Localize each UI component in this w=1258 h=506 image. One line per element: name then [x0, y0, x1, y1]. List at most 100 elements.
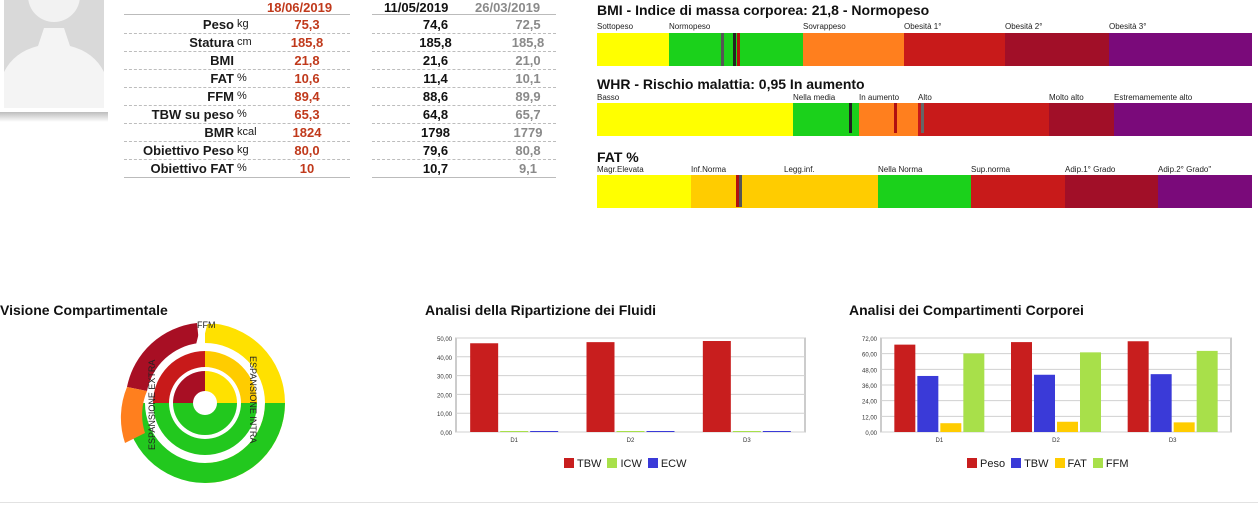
legend-swatch-fat	[1054, 458, 1065, 468]
y-tick-label: 0,00	[865, 431, 877, 437]
fluids-bar-chart: 50,00 40,00 30,00 20,00 10,00 0,00 D1 D2 D3	[437, 337, 806, 444]
measurement-label: Statura	[189, 35, 234, 50]
extra-label: ESPANSIONE EXTRA	[147, 360, 157, 450]
bmi-segment-obesita3	[1109, 33, 1252, 66]
legend-swatch-ffm	[1092, 458, 1103, 468]
fat-cat-sup-norma: Sup.norma	[971, 165, 1011, 174]
fat-segment-legg-inf	[784, 175, 878, 208]
value-oldest: 9,1	[518, 161, 538, 176]
value-oldest: 10,1	[515, 71, 541, 86]
fat-segment-adip1	[1065, 175, 1158, 208]
whr-marker-current	[921, 103, 924, 133]
row-divider	[372, 123, 556, 124]
whr-cat-alto: Alto	[918, 93, 932, 102]
measurement-label: Obiettivo FAT	[150, 161, 234, 176]
whr-segment-estremamente-alto	[1114, 103, 1252, 136]
whr-cat-aumento: In aumento	[859, 93, 900, 102]
value-current: 10,6	[294, 71, 320, 86]
value-previous: 74,6	[422, 17, 449, 32]
fat-scale-bar	[597, 175, 1252, 208]
compartments-visual-title: Visione Compartimentale	[0, 302, 168, 318]
x-tick-label: D3	[1169, 438, 1177, 444]
value-current: 75,3	[294, 17, 320, 32]
whr-cat-estremamente-alto: Estremamemente alto	[1114, 93, 1193, 102]
header-underline-2	[372, 14, 556, 15]
legend-item-fat: FAT	[1054, 458, 1087, 470]
intra-label: ESPANSIONE INTRA	[248, 356, 258, 443]
row-divider	[372, 51, 556, 52]
value-current: 21,8	[294, 53, 320, 68]
y-tick-label: 50,00	[437, 337, 453, 343]
whr-cat-molto-alto: Molto alto	[1049, 93, 1084, 102]
value-oldest: 89,9	[515, 89, 541, 104]
whr-cat-media: Nella media	[793, 93, 836, 102]
measurement-label: FFM	[207, 89, 234, 104]
fat-title: FAT %	[597, 149, 639, 165]
measurement-label: BMR	[204, 125, 234, 140]
bmi-scale-bar	[597, 33, 1252, 66]
y-tick-label: 24,00	[862, 400, 878, 406]
bar-ffm	[1080, 352, 1101, 432]
bar-peso	[894, 344, 916, 432]
value-current: 65,3	[294, 107, 320, 122]
bar-icw	[500, 431, 529, 432]
compartments-ring-chart: FFM ESPANSIONE EXTRA ESPANSIONE INTRA	[120, 318, 285, 483]
measurement-unit: kg	[237, 144, 249, 156]
bar-icw	[616, 431, 645, 432]
whr-segment-basso	[597, 103, 793, 136]
date-header-oldest: 26/03/2019	[475, 0, 541, 15]
bmi-cat-sottopeso: Sottopeso	[597, 22, 634, 31]
bar-tbw	[917, 375, 939, 432]
bar-ffm	[1196, 350, 1218, 432]
bmi-title: BMI - Indice di massa corporea: 21,8 - N…	[597, 2, 930, 18]
value-current: 10	[299, 161, 315, 176]
value-oldest: 65,7	[515, 107, 541, 122]
measurement-unit: %	[237, 162, 247, 174]
value-previous: 88,6	[422, 89, 449, 104]
fluids-chart-title: Analisi della Ripartizione dei Fluidi	[425, 302, 657, 318]
measurement-row: BMI 21,8 21,6 21,0	[124, 52, 556, 70]
y-tick-label: 40,00	[437, 356, 453, 362]
whr-segment-aumento	[859, 103, 918, 136]
value-oldest: 72,5	[515, 17, 541, 32]
y-tick-label: 48,00	[862, 368, 878, 374]
bar-peso	[1127, 341, 1149, 432]
measurement-row: BMR kcal 1824 1798 1779	[124, 124, 556, 142]
fat-segment-sup-norma	[971, 175, 1065, 208]
plot-area	[455, 337, 806, 433]
measurement-unit: %	[237, 90, 247, 102]
legend-swatch-tbw2	[1011, 458, 1022, 468]
row-divider	[124, 33, 350, 34]
measurement-row: Obiettivo Peso kg 80,0 79,6 80,8	[124, 142, 556, 160]
row-divider	[372, 159, 556, 160]
value-oldest: 1779	[513, 125, 543, 140]
value-previous: 79,6	[422, 143, 449, 158]
ring-center	[195, 393, 215, 413]
measurement-unit: %	[237, 108, 247, 120]
legend-item-tbw: TBW	[564, 458, 601, 470]
value-previous: 1798	[421, 125, 450, 140]
bmi-marker-old	[721, 33, 724, 66]
bmi-cat-obesita2: Obesità 2°	[1005, 22, 1043, 31]
value-previous: 10,7	[422, 161, 449, 176]
row-divider	[372, 105, 556, 106]
outer-ring-extra-low	[120, 387, 147, 443]
row-divider	[124, 69, 350, 70]
y-tick-label: 20,00	[437, 393, 453, 399]
fat-cat-adip1: Adip.1° Grado	[1065, 165, 1116, 174]
bmi-segment-normopeso	[669, 33, 803, 66]
legend-swatch-peso	[967, 458, 977, 468]
bmi-cat-obesita3: Obesità 3°	[1109, 22, 1147, 31]
value-current: 185,8	[290, 35, 324, 50]
y-tick-label: 0,00	[440, 431, 452, 437]
middle-ring-bottom	[153, 403, 257, 455]
measurement-row: Statura cm 185,8 185,8 185,8	[124, 34, 556, 52]
bar-fat	[1173, 422, 1195, 432]
row-divider	[372, 177, 556, 178]
middle-ring-top-right	[205, 351, 257, 403]
bar-icw	[732, 431, 761, 432]
body-bar-chart: 72,00 60,00 48,00 36,00 24,00 12,00 0,00 D1 D2 D3	[862, 337, 1232, 444]
legend-item-ecw: ECW	[647, 458, 687, 470]
row-divider	[124, 87, 350, 88]
user-silhouette-icon	[4, 0, 104, 108]
